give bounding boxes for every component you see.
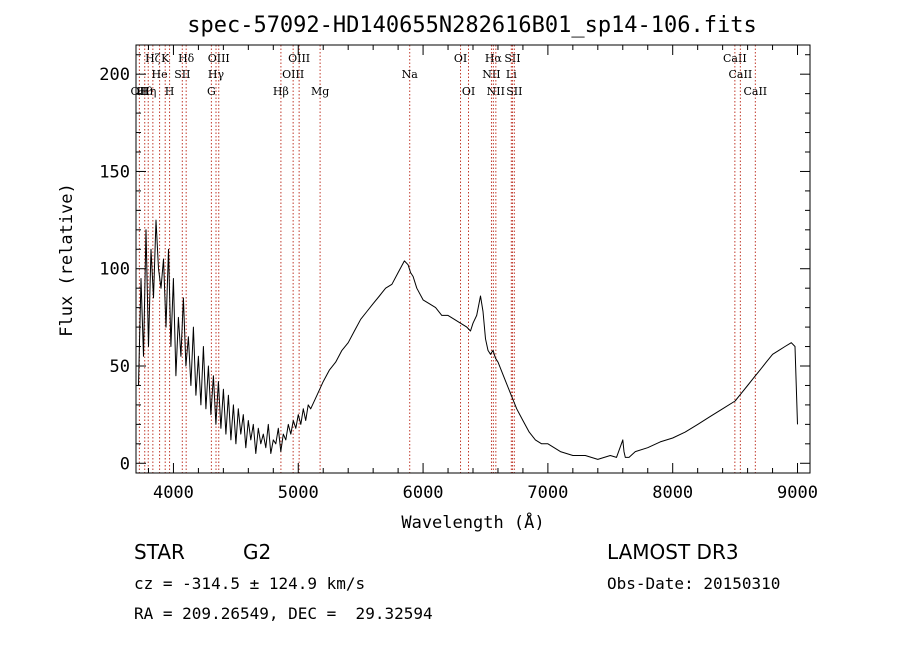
line-label-19: NII [482,68,500,81]
x-tick-label-4: 8000 [652,483,693,503]
x-tick-label-2: 6000 [403,483,444,503]
x-axis-label: Wavelength (Å) [401,511,544,533]
survey-name: LAMOST DR3 [607,540,739,564]
line-label-6: H [165,85,175,98]
line-label-0: OII [131,85,149,98]
line-label-13: OIII [282,68,304,81]
line-label-26: CaII [729,68,753,81]
spectrum-line [138,219,798,460]
redshift-cz: cz = -314.5 ± 124.9 km/s [134,574,366,593]
y-axis-label: Flux (relative) [57,183,77,337]
line-label-11: OIII [208,52,230,65]
chart-title: spec-57092-HD140655N282616B01_sp14-106.f… [187,13,757,38]
line-label-21: NII [487,85,505,98]
line-label-8: Hδ [178,52,195,65]
line-label-3: Hζ [145,52,161,65]
line-label-2: Hη [140,85,156,98]
line-label-23: SII [504,52,520,65]
x-tick-label-0: 4000 [153,483,194,503]
line-label-20: Hα [485,52,503,65]
line-label-1: Hθ [137,85,154,98]
line-label-5: K [161,52,170,65]
line-label-4: He [152,68,168,81]
x-tick-label-3: 7000 [527,483,568,503]
coordinates: RA = 209.26549, DEC = 29.32594 [134,604,433,623]
x-tick-label-1: 5000 [278,483,319,503]
y-tick-label-4: 200 [99,65,130,85]
line-label-9: G [207,85,216,98]
y-tick-label-3: 150 [99,162,130,182]
line-label-25: CaII [723,52,747,65]
line-label-7: SII [174,68,190,81]
object-subclass: G2 [243,540,272,564]
y-tick-label-2: 100 [99,260,130,280]
line-label-22: Li [506,68,517,81]
observation-date: Obs-Date: 20150310 [607,574,781,593]
line-label-16: Na [402,68,419,81]
axis-ticks: 4000 5000 6000 7000 8000 9000 0 50 100 150 200 [99,45,818,503]
line-label-18: OI [462,85,475,98]
object-type: STAR [134,540,185,564]
plot-frame [135,44,811,474]
line-label-15: Mg [311,85,329,98]
line-label-17: OI [454,52,467,65]
line-label-24: SII [506,85,522,98]
line-label-12: Hβ [273,85,289,98]
line-label-27: CaII [743,85,767,98]
line-label-14: OIII [288,52,310,65]
spectrum-series [138,219,798,460]
line-label-10: Hγ [208,68,225,81]
y-tick-label-0: 0 [120,454,130,474]
y-tick-label-1: 50 [110,357,130,377]
x-tick-label-5: 9000 [777,483,818,503]
